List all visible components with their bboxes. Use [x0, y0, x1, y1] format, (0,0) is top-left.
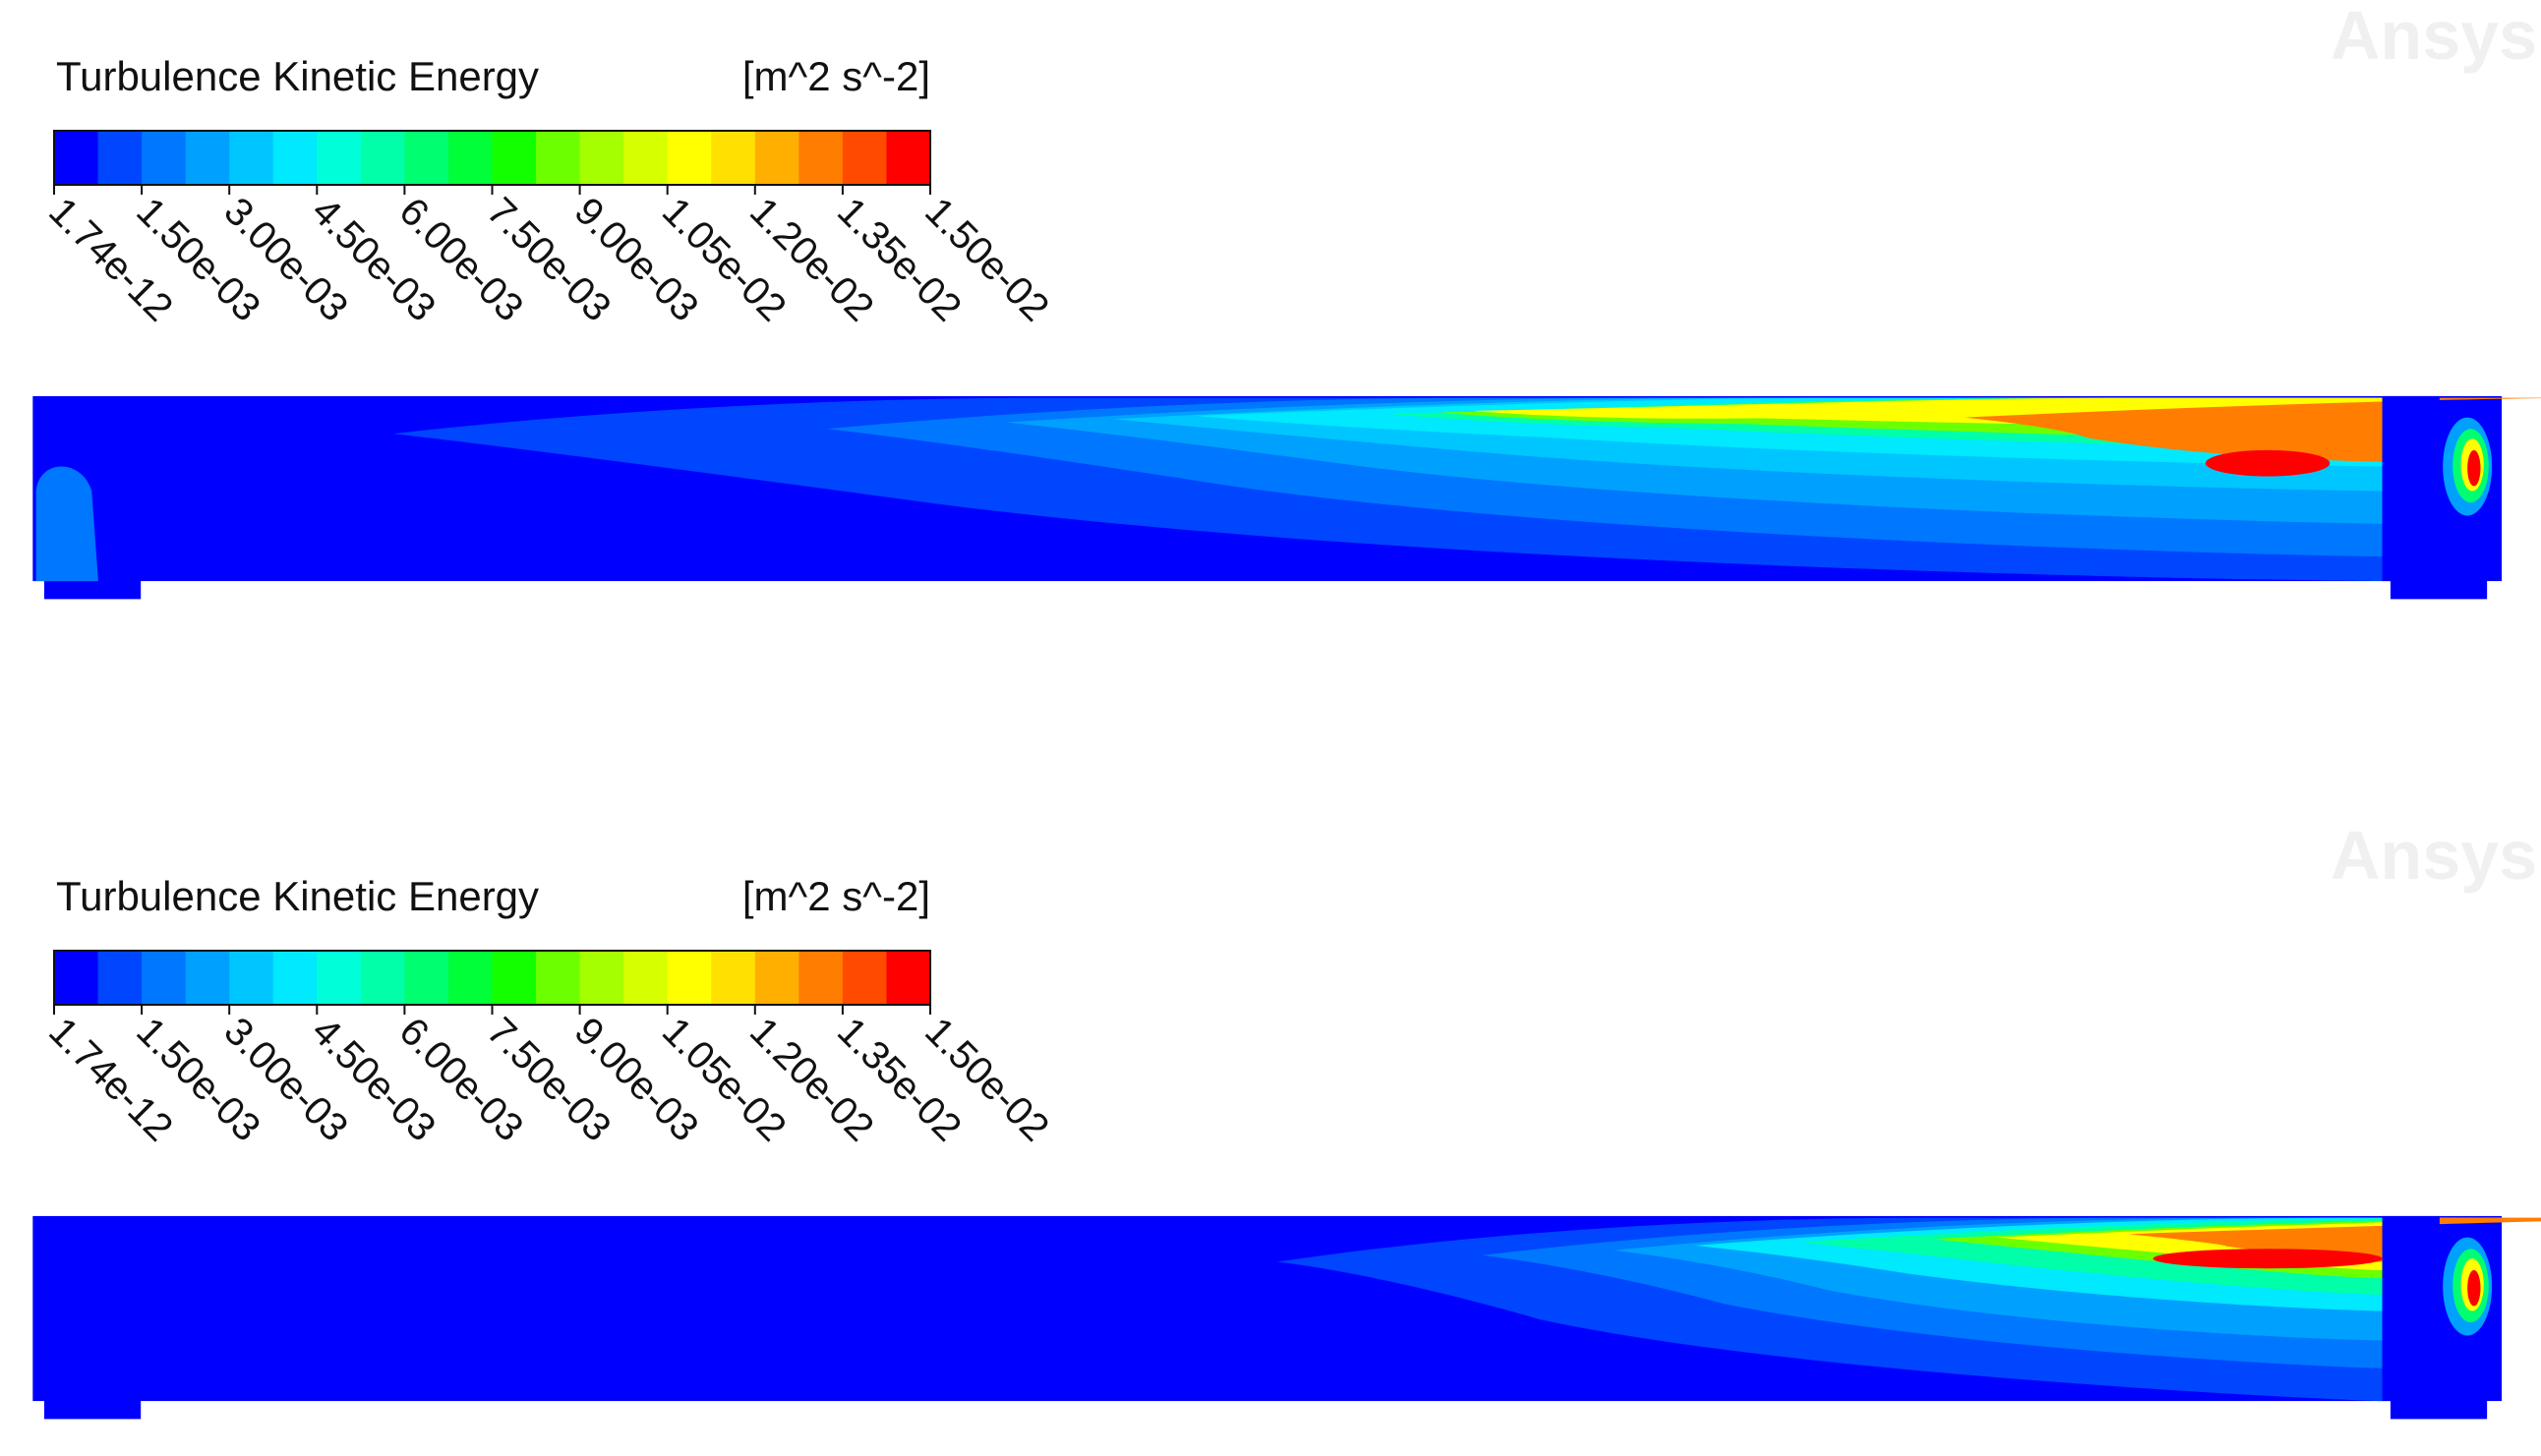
colorbar-bin — [842, 131, 887, 185]
colorbar-bin — [404, 131, 449, 185]
inlet-jet — [2467, 1269, 2481, 1307]
colorbar-bin — [492, 131, 537, 185]
inlet-left — [35, 466, 98, 582]
colorbar-bin — [711, 951, 756, 1005]
outlet-left — [43, 1399, 142, 1420]
colorbar-bin — [360, 131, 405, 185]
colorbar-bin — [404, 951, 449, 1005]
colorbar-bin — [317, 131, 362, 185]
colorbar-bin — [579, 951, 624, 1005]
inlet-jet — [2467, 449, 2481, 487]
colorbar-bin — [886, 951, 931, 1005]
colorbar-bin — [272, 131, 318, 185]
colorbar-bin — [317, 951, 362, 1005]
contour-band — [2128, 1217, 2541, 1262]
colorbar-bin — [97, 131, 143, 185]
colorbar-bin — [185, 951, 230, 1005]
contour-panel: Turbulence Kinetic Energy [m^2 s^-2] Ansys… — [32, 0, 2541, 600]
watermark: Ansys — [2331, 0, 2537, 74]
colorbar-bin — [447, 951, 493, 1005]
legend-units: [m^2 s^-2] — [742, 53, 930, 99]
outlet-right — [2390, 579, 2488, 600]
colorbar-bin — [54, 131, 99, 185]
colorbar-bin — [842, 951, 887, 1005]
legend-units: [m^2 s^-2] — [742, 873, 930, 919]
colorbar-bin — [623, 951, 669, 1005]
colorbar-bin — [754, 951, 799, 1005]
colorbar-bin — [447, 131, 493, 185]
colorbar-bin — [798, 951, 844, 1005]
colorbar-bin — [798, 131, 844, 185]
outlet-left — [43, 579, 142, 600]
contour-panel: Turbulence Kinetic Energy [m^2 s^-2] Ansys… — [32, 817, 2541, 1420]
baffle — [2382, 395, 2440, 582]
colorbar-bin — [185, 131, 230, 185]
colorbar-bin — [623, 131, 669, 185]
colorbar-bin — [97, 951, 143, 1005]
watermark: Ansys — [2331, 817, 2537, 894]
contour-field — [32, 395, 2541, 600]
colorbar-bin — [229, 131, 274, 185]
legend-title: Turbulence Kinetic Energy — [56, 53, 539, 99]
legend-title: Turbulence Kinetic Energy — [56, 873, 539, 919]
contour-peak — [2153, 1249, 2383, 1269]
outlet-right — [2390, 1399, 2488, 1420]
colorbar-bin — [667, 951, 712, 1005]
contour-peak — [2205, 449, 2331, 477]
colorbar-bin — [579, 131, 624, 185]
contour-field — [32, 1215, 2541, 1420]
colorbar-bin — [360, 951, 405, 1005]
colorbar-bin — [667, 131, 712, 185]
colorbar-bin — [272, 951, 318, 1005]
colorbar-bin — [536, 951, 581, 1005]
colorbar-bin — [536, 131, 581, 185]
colorbar-bin — [142, 951, 187, 1005]
baffle — [2382, 1215, 2440, 1402]
colorbar-bin — [229, 951, 274, 1005]
colorbar-bin — [492, 951, 537, 1005]
colorbar-bin — [886, 131, 931, 185]
contour-band — [1964, 397, 2541, 462]
colorbar-bin — [142, 131, 187, 185]
colorbar-bin — [754, 131, 799, 185]
colorbar-bin — [54, 951, 99, 1005]
colorbar-bin — [711, 131, 756, 185]
